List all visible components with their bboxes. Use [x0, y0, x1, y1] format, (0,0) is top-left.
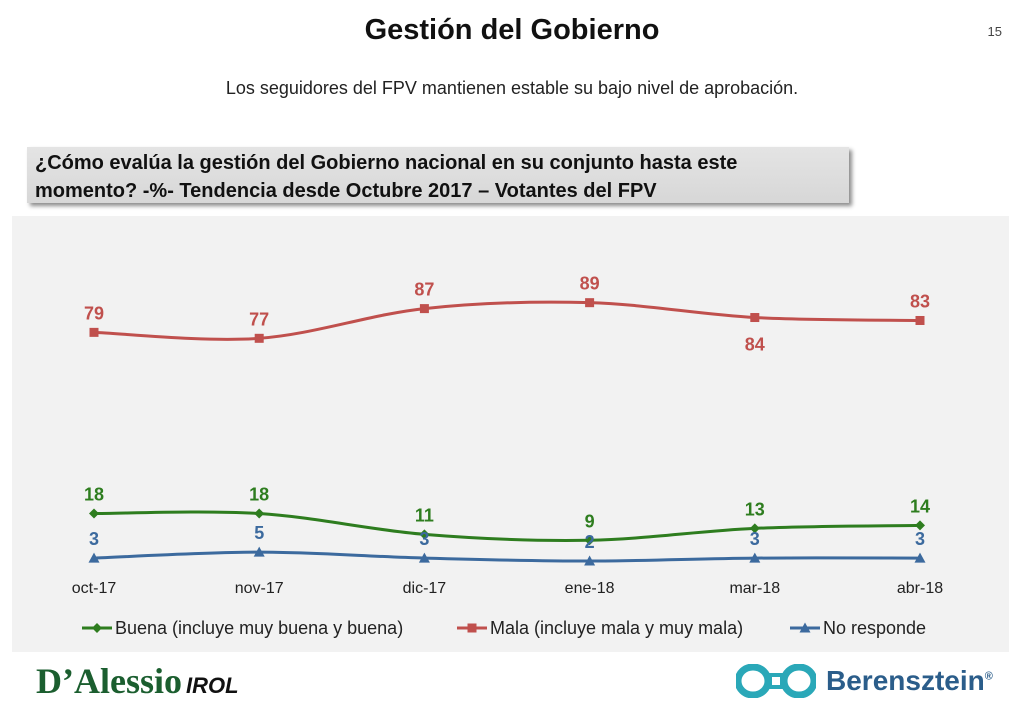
registered-mark: ® [984, 670, 993, 683]
data-point-mala-mar-18 [750, 313, 760, 323]
series-line-buena [93, 510, 921, 542]
data-point-buena-nov-17 [254, 508, 265, 519]
legend-marker-buena [92, 623, 102, 633]
data-label-buena-oct-17: 18 [84, 485, 104, 505]
data-label-mala-abr-18: 83 [910, 291, 930, 311]
data-label-no-dic-17: 3 [419, 529, 429, 549]
data-point-buena-oct-17 [89, 508, 99, 519]
data-label-no-oct-17: 3 [89, 529, 99, 549]
data-point-mala-nov-17 [254, 333, 264, 343]
x-tick-label-nov-17: nov-17 [235, 580, 284, 597]
data-point-no-oct-17 [88, 552, 100, 563]
data-point-buena-dic-17 [419, 529, 430, 540]
berensztein-name: Berensztein [826, 665, 985, 696]
data-point-no-abr-18 [914, 552, 926, 563]
data-point-buena-mar-18 [749, 523, 760, 534]
x-tick-label-dic-17: dic-17 [403, 580, 447, 597]
data-point-mala-oct-17 [89, 327, 99, 337]
data-label-no-ene-18: 2 [585, 532, 595, 552]
dalessio-logo-text: D’Alessio [36, 661, 182, 701]
question-box: ¿Cómo evalúa la gestión del Gobierno nac… [27, 147, 849, 203]
data-point-mala-ene-18 [585, 298, 595, 308]
data-label-buena-mar-18: 13 [745, 499, 765, 519]
berensztein-logo-icon [736, 664, 816, 698]
data-point-buena-ene-18 [584, 535, 595, 546]
legend-marker-no [799, 622, 811, 633]
page-title: Gestión del Gobierno [364, 14, 660, 46]
data-label-mala-dic-17: 87 [414, 280, 434, 300]
page-number: 15 [987, 24, 1002, 39]
data-point-no-nov-17 [253, 546, 265, 557]
data-point-mala-abr-18 [915, 315, 925, 325]
question-line-1: ¿Cómo evalúa la gestión del Gobierno nac… [35, 152, 738, 174]
chart-area: oct-17 nov-17 dic-17 ene-18 mar-18 abr-18 18 18… [12, 216, 1009, 652]
data-label-mala-mar-18: 84 [745, 335, 765, 355]
legend-marker-mala [467, 623, 477, 633]
x-tick-label-mar-18: mar-18 [729, 580, 780, 597]
data-label-mala-oct-17: 79 [84, 303, 104, 323]
data-point-mala-dic-17 [419, 304, 429, 314]
question-line-2: momento? -%- Tendencia desde Octubre 201… [35, 180, 657, 202]
berensztein-logo: Berensztein® [736, 662, 1006, 702]
irol-logo-text: IROL [186, 673, 239, 698]
berensztein-logo-text: Berensztein® [826, 665, 993, 697]
data-point-no-mar-18 [749, 552, 761, 563]
data-point-no-dic-17 [418, 552, 430, 563]
data-point-buena-abr-18 [915, 520, 925, 531]
data-label-buena-nov-17: 18 [249, 485, 269, 505]
legend-label-buena: Buena (incluye muy buena y buena) [115, 618, 403, 638]
data-label-mala-ene-18: 89 [580, 274, 600, 294]
x-tick-label-oct-17: oct-17 [72, 580, 117, 597]
data-label-no-abr-18: 3 [915, 529, 925, 549]
x-tick-label-abr-18: abr-18 [897, 580, 943, 597]
legend-label-no: No responde [823, 618, 926, 638]
series-line-mala [93, 300, 921, 341]
page-subtitle: Los seguidores del FPV mantienen estable… [225, 78, 799, 98]
series-line-no [93, 550, 921, 563]
data-label-buena-dic-17: 11 [415, 505, 434, 525]
legend-label-mala: Mala (incluye mala y muy mala) [490, 618, 743, 638]
x-tick-label-ene-18: ene-18 [565, 580, 615, 597]
data-point-no-ene-18 [584, 555, 596, 566]
data-label-buena-ene-18: 9 [585, 511, 595, 531]
data-label-no-nov-17: 5 [254, 523, 264, 543]
line-chart: oct-17 nov-17 dic-17 ene-18 mar-18 abr-18 18 18… [72, 274, 943, 638]
data-label-no-mar-18: 3 [750, 529, 760, 549]
data-label-buena-abr-18: 14 [910, 496, 930, 516]
data-label-mala-nov-17: 77 [249, 309, 269, 329]
dalessio-logo: D’Alessio IROL [36, 660, 296, 704]
